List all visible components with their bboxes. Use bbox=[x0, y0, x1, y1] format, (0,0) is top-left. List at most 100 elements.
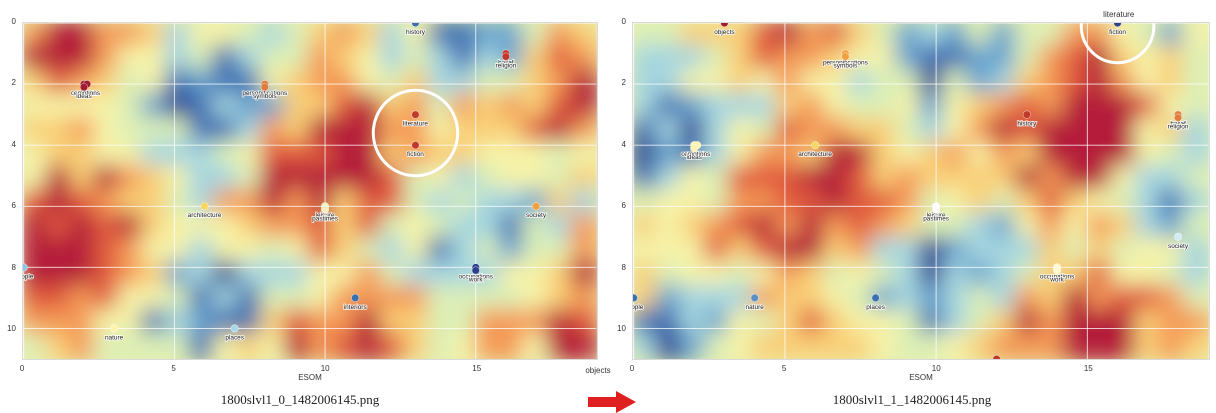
heatmap-cell bbox=[1062, 260, 1091, 289]
heatmap-cell bbox=[23, 237, 50, 265]
heatmap-cell bbox=[451, 333, 479, 359]
heatmap-cell bbox=[1086, 92, 1115, 121]
heatmap-cell bbox=[451, 285, 479, 313]
heatmap-cell bbox=[1062, 285, 1091, 313]
heatmap-cell bbox=[23, 308, 50, 337]
heatmap-cell bbox=[570, 44, 597, 73]
y-tick-label: 4 bbox=[621, 139, 626, 149]
heatmap-cell bbox=[284, 44, 312, 73]
heatmap-cell bbox=[1182, 140, 1209, 169]
heatmap-cell bbox=[379, 285, 408, 313]
heatmap-cell bbox=[260, 117, 289, 145]
heatmap-cell bbox=[355, 23, 384, 49]
heatmap-cell bbox=[570, 23, 597, 49]
heatmap-cell bbox=[727, 212, 756, 241]
heatmap-cell bbox=[522, 44, 551, 73]
heatmap-cell bbox=[212, 212, 241, 241]
heatmap-cell bbox=[355, 44, 384, 73]
heatmap-cell bbox=[799, 92, 828, 121]
heatmap-cell bbox=[1038, 140, 1067, 169]
heatmap-cell bbox=[141, 92, 169, 121]
heatmap-cell bbox=[1134, 117, 1163, 145]
heatmap-cell bbox=[799, 333, 828, 359]
heatmap-cell bbox=[308, 333, 336, 359]
heatmap-cell bbox=[403, 308, 432, 337]
heatmap-cell bbox=[1158, 308, 1187, 337]
heatmap-cell bbox=[69, 140, 98, 169]
heatmap-cell bbox=[1062, 69, 1091, 97]
heatmap-cell bbox=[284, 308, 312, 337]
heatmap-cell bbox=[355, 237, 384, 265]
point-label: ideas bbox=[76, 93, 91, 100]
heatmap-cell bbox=[703, 92, 732, 121]
heatmap-cell bbox=[895, 44, 923, 73]
heatmap-cell bbox=[966, 92, 995, 121]
heatmap-cell bbox=[1086, 69, 1115, 97]
heatmap-cell bbox=[966, 212, 995, 241]
heatmap-cell bbox=[522, 69, 551, 97]
heatmap-cell bbox=[799, 237, 828, 265]
heatmap-cell bbox=[427, 117, 456, 145]
heatmap-cell bbox=[546, 285, 575, 313]
heatmap-cell bbox=[942, 285, 971, 313]
y-tick-label: 0 bbox=[621, 17, 626, 26]
heatmap-cell bbox=[188, 117, 217, 145]
heatmap-cell bbox=[212, 140, 241, 169]
data-point bbox=[871, 293, 880, 302]
heatmap-cell bbox=[45, 44, 74, 73]
heatmap-cell bbox=[475, 285, 503, 313]
heatmap-cell bbox=[633, 308, 660, 337]
heatmap-cell bbox=[1038, 189, 1067, 217]
heatmap-cell bbox=[236, 117, 265, 145]
heatmap-cell bbox=[655, 69, 684, 97]
heatmap-cell bbox=[45, 140, 74, 169]
heatmap-cell bbox=[379, 237, 408, 265]
heatmap-cell bbox=[69, 189, 98, 217]
heatmap-cell bbox=[403, 333, 432, 359]
heatmap-cell bbox=[69, 237, 98, 265]
heatmap-cell bbox=[633, 117, 660, 145]
heatmap-cell bbox=[355, 189, 384, 217]
heatmap-cell bbox=[1158, 69, 1187, 97]
heatmap-cell bbox=[522, 333, 551, 359]
heatmap-cell bbox=[1038, 23, 1067, 49]
heatmap-cell bbox=[45, 212, 74, 241]
heatmap-cell bbox=[799, 117, 828, 145]
heatmap-cell bbox=[451, 308, 479, 337]
heatmap-cell bbox=[1038, 165, 1067, 193]
heatmap-cell bbox=[1110, 189, 1139, 217]
heatmap-cell bbox=[655, 44, 684, 73]
heatmap-cell bbox=[823, 237, 852, 265]
heatmap-cell bbox=[895, 92, 923, 121]
point-label: society bbox=[526, 212, 547, 219]
heatmap-cell bbox=[427, 44, 456, 73]
heatmap-cell bbox=[164, 69, 193, 97]
point-label: literature bbox=[403, 121, 429, 128]
heatmap-cell bbox=[69, 117, 98, 145]
heatmap-cell bbox=[919, 333, 947, 359]
heatmap-cell bbox=[847, 23, 876, 49]
heatmap-cell bbox=[45, 189, 74, 217]
heatmap-cell bbox=[679, 165, 708, 193]
heatmap-cell bbox=[331, 333, 360, 359]
heatmap-cell bbox=[919, 44, 947, 73]
heatmap-cell bbox=[751, 165, 780, 193]
heatmap-cell bbox=[919, 69, 947, 97]
heatmap-cell bbox=[1158, 140, 1187, 169]
heatmap-cell bbox=[308, 308, 336, 337]
heatmap-cell bbox=[1014, 260, 1043, 289]
heatmap-cell bbox=[942, 333, 971, 359]
heatmap-cell bbox=[919, 260, 947, 289]
heatmap-cell bbox=[212, 69, 241, 97]
heatmap-cell bbox=[403, 212, 432, 241]
heatmap-cell bbox=[1038, 285, 1067, 313]
heatmap-cell bbox=[141, 285, 169, 313]
heatmap-cell bbox=[331, 69, 360, 97]
heatmap-cell bbox=[895, 117, 923, 145]
x-axis-label: ESOM bbox=[298, 373, 322, 382]
heatmap-cell bbox=[799, 308, 828, 337]
heatmap-cell bbox=[308, 165, 336, 193]
heatmap-cell bbox=[331, 117, 360, 145]
heatmap-cell bbox=[751, 212, 780, 241]
heatmap-cell bbox=[1086, 189, 1115, 217]
